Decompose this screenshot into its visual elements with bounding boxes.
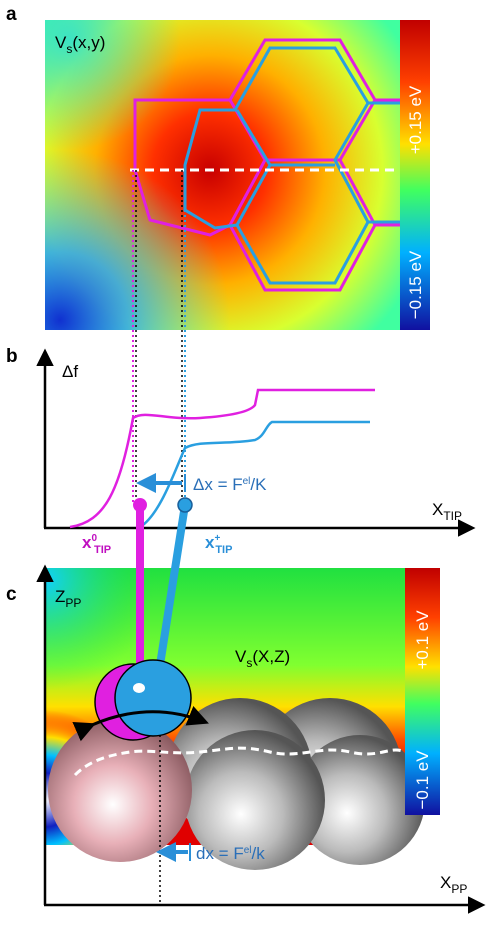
xplus-sub: TIP xyxy=(215,544,232,556)
highlight xyxy=(133,683,145,693)
colorbar-min: −0.1 eV xyxy=(413,750,432,810)
probe-atom xyxy=(114,659,192,737)
shift-label: Δx = Fel/K xyxy=(193,475,267,494)
rotation-arrow xyxy=(72,706,209,742)
shift-part: dx = F xyxy=(196,844,244,863)
panel-label: b xyxy=(6,346,18,367)
y-axis-label: ZPP xyxy=(55,587,81,610)
probe-anchor xyxy=(177,497,193,513)
title-sub: s xyxy=(66,42,72,56)
colorbar xyxy=(400,20,430,330)
panel-label: c xyxy=(6,584,17,605)
x-axis-label: XPP xyxy=(440,873,467,896)
shift-part: /K xyxy=(250,475,267,494)
probe-anchor xyxy=(133,498,147,512)
shift-sup: el xyxy=(243,476,251,487)
shift-label: dx = Fel/k xyxy=(196,844,265,863)
colorbar-max: +0.15 eV xyxy=(406,85,425,154)
title-part: V xyxy=(55,33,67,52)
colorbar-max: +0.1 eV xyxy=(413,610,432,670)
shift-part: /k xyxy=(252,844,266,863)
x0-label: x0 TIP xyxy=(82,533,111,556)
boundary xyxy=(73,746,406,777)
axis-part: X xyxy=(440,873,451,892)
x0-part: x xyxy=(82,533,92,552)
x-axis-label: XTIP xyxy=(432,500,462,523)
x0-sup: 0 xyxy=(91,533,97,544)
axis-part: Z xyxy=(55,587,65,606)
colorbar xyxy=(405,568,440,815)
xplus-sup: + xyxy=(214,533,220,544)
title-part: (x,y) xyxy=(72,33,105,52)
map-title: Vs(X,Z) xyxy=(235,647,290,670)
axis-sub: PP xyxy=(451,882,467,896)
axis-part: X xyxy=(432,500,443,519)
x0-sub: TIP xyxy=(94,544,111,556)
colorbar-min: −0.15 eV xyxy=(406,250,425,319)
axis-sub: PP xyxy=(65,596,81,610)
xplus-label: x+ TIP xyxy=(205,533,232,556)
potential-map-cold xyxy=(45,20,400,330)
title-part: (X,Z) xyxy=(252,647,290,666)
panel-label: a xyxy=(6,4,17,25)
title-sub: s xyxy=(246,656,252,670)
molecule-outline xyxy=(133,38,400,292)
title-part: V xyxy=(235,647,247,666)
shift-part: Δx = F xyxy=(193,475,243,494)
probe-stick xyxy=(156,504,189,666)
curve-x0 xyxy=(69,388,375,529)
curve-xplus xyxy=(139,420,370,529)
y-axis-label: Δf xyxy=(62,362,78,381)
axis-sub: TIP xyxy=(443,509,462,523)
xplus-part: x xyxy=(205,533,215,552)
shift-sup: el xyxy=(244,845,252,856)
map-title: Vs(x,y) xyxy=(55,33,105,56)
